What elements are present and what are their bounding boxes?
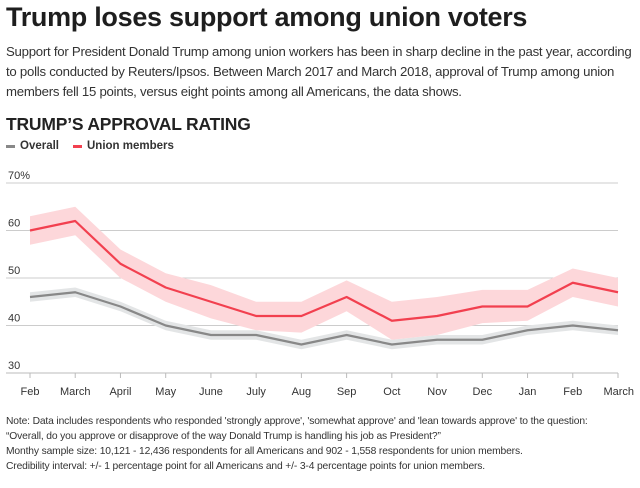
overall-line [29,291,619,346]
axis-labels: 30 40 50 60 70% Feb March April May June July Aug Se… [8,170,634,398]
legend-label-overall: Overall [20,140,59,152]
x-tick-label: Feb [21,386,40,398]
y-tick-label: 60 [8,218,20,230]
note-line: “Overall, do you approve or disapprove o… [6,431,441,442]
union-swatch-icon [73,144,82,148]
x-tick-label: May [155,386,176,398]
x-tick-label: March [603,386,634,398]
x-tick-label: Sep [337,386,357,398]
y-tick-label: 30 [8,360,20,372]
y-tick-label: 50 [8,265,20,277]
page-title: Trump loses support among union voters [6,2,528,32]
y-tick-label: 40 [8,313,20,325]
notes: Note: Data includes respondents who resp… [6,414,588,474]
x-tick-label: July [246,386,266,398]
approval-chart: 30 40 50 60 70% Feb March April May June July Aug Se… [6,170,634,398]
legend-item-overall: Overall [6,140,59,152]
x-tick-label: Oct [383,386,400,398]
x-tick-label: Nov [427,386,447,398]
x-tick-label: Dec [473,386,493,398]
legend: Overall Union members [6,140,174,152]
note-line: Credibility interval: +/- 1 percentage p… [6,461,486,472]
x-tick-label: Jan [519,386,537,398]
x-axis [6,372,619,378]
note-line: Monthy sample size: 10,121 - 12,436 resp… [6,446,523,457]
overall-swatch-icon [6,144,15,148]
x-tick-label: April [109,386,131,398]
union-confidence-band [30,206,618,340]
y-tick-label: 70% [8,170,30,182]
legend-label-union: Union members [87,140,174,152]
note-line: Note: Data includes respondents who resp… [6,416,588,427]
chart-title: TRUMP’S APPROVAL RATING [6,114,251,134]
x-tick-label: March [60,386,91,398]
legend-item-union: Union members [73,140,174,152]
union-members-line [29,219,619,322]
subtitle: Support for President Donald Trump among… [6,44,632,99]
x-tick-label: June [199,386,223,398]
x-tick-label: Feb [563,386,582,398]
series-lines [29,219,619,346]
x-tick-label: Aug [292,386,312,398]
